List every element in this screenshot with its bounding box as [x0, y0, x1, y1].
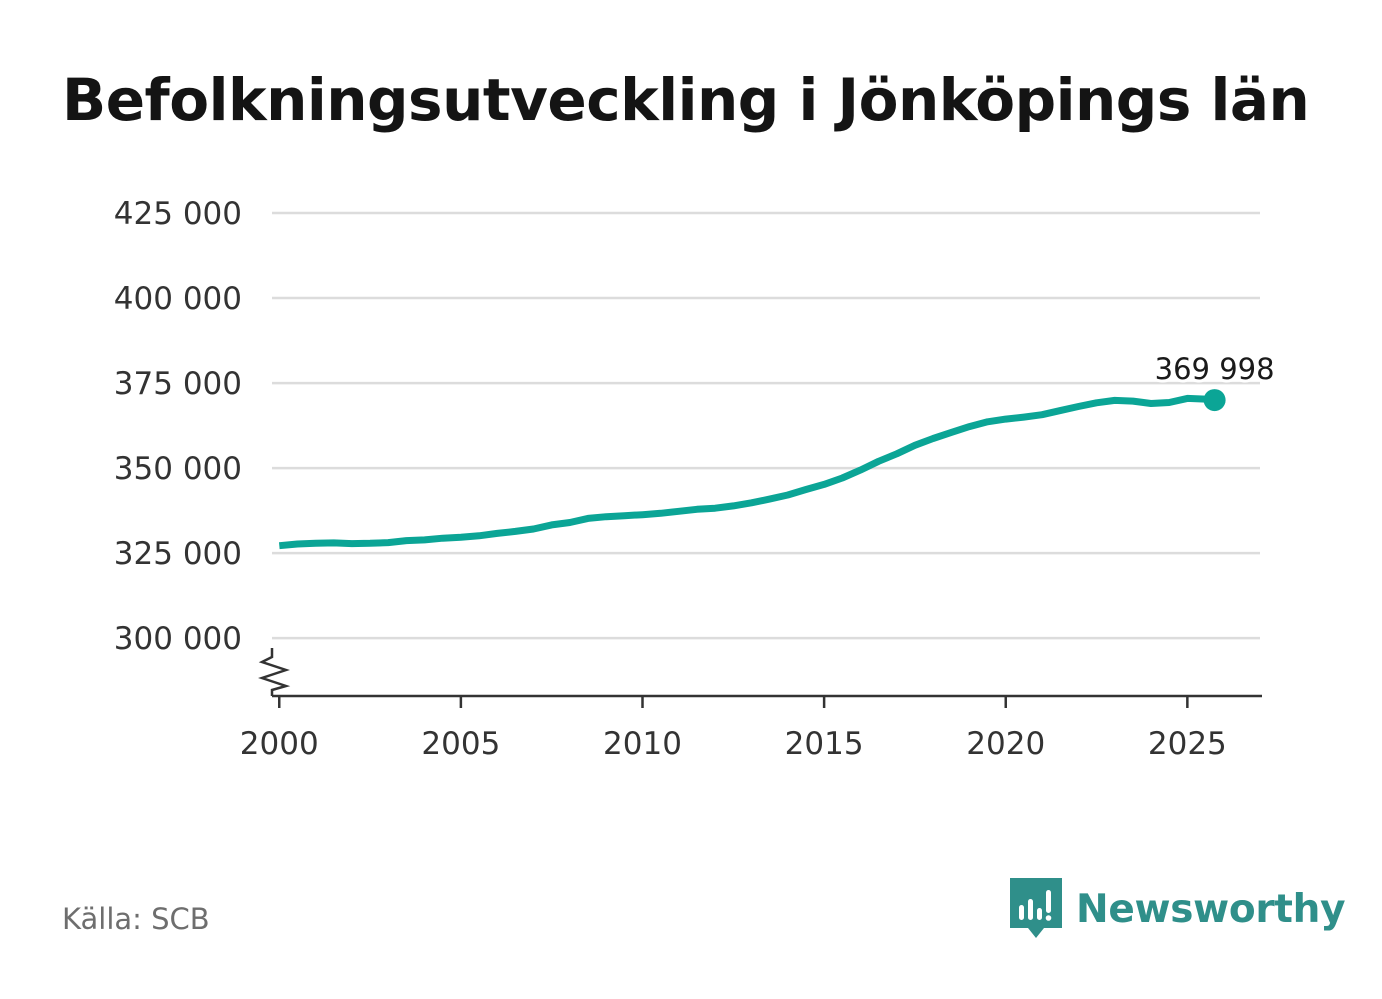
y-tick-label: 300 000 [114, 621, 242, 657]
x-tick-label: 2020 [966, 726, 1045, 762]
grid-lines [272, 211, 1260, 640]
y-tick-label: 400 000 [114, 281, 242, 317]
axes [258, 648, 1262, 708]
x-tick-labels: 2000 2005 2010 2015 2020 2025 [240, 726, 1227, 762]
y-tick-label: 325 000 [114, 536, 242, 572]
y-tick-label: 375 000 [114, 366, 242, 402]
chart-title: Befolkningsutveckling i Jönköpings län [62, 66, 1310, 134]
source-note: Källa: SCB [62, 902, 210, 936]
x-tick-label: 2000 [240, 726, 319, 762]
series [278, 394, 1215, 550]
brand-logo[interactable]: Newsworthy [1010, 878, 1346, 940]
end-point-marker [1203, 389, 1226, 412]
x-tick-label: 2025 [1148, 726, 1227, 762]
axis-break-marker [258, 648, 291, 696]
series-line-befolkning [278, 394, 1215, 550]
y-tick-labels: 300 000 325 000 350 000 375 000 400 000 425 0… [114, 196, 242, 657]
bar-chart-speech-bubble-icon [1010, 878, 1062, 938]
y-tick-label: 425 000 [114, 196, 242, 232]
end-labels: 369 998 [1152, 349, 1278, 412]
y-tick-label: 350 000 [114, 451, 242, 487]
x-tick-label: 2010 [603, 726, 682, 762]
end-value-label: 369 998 [1155, 352, 1275, 386]
x-tick-label: 2005 [421, 726, 500, 762]
brand-name: Newsworthy [1076, 886, 1346, 932]
x-tick-label: 2015 [785, 726, 864, 762]
